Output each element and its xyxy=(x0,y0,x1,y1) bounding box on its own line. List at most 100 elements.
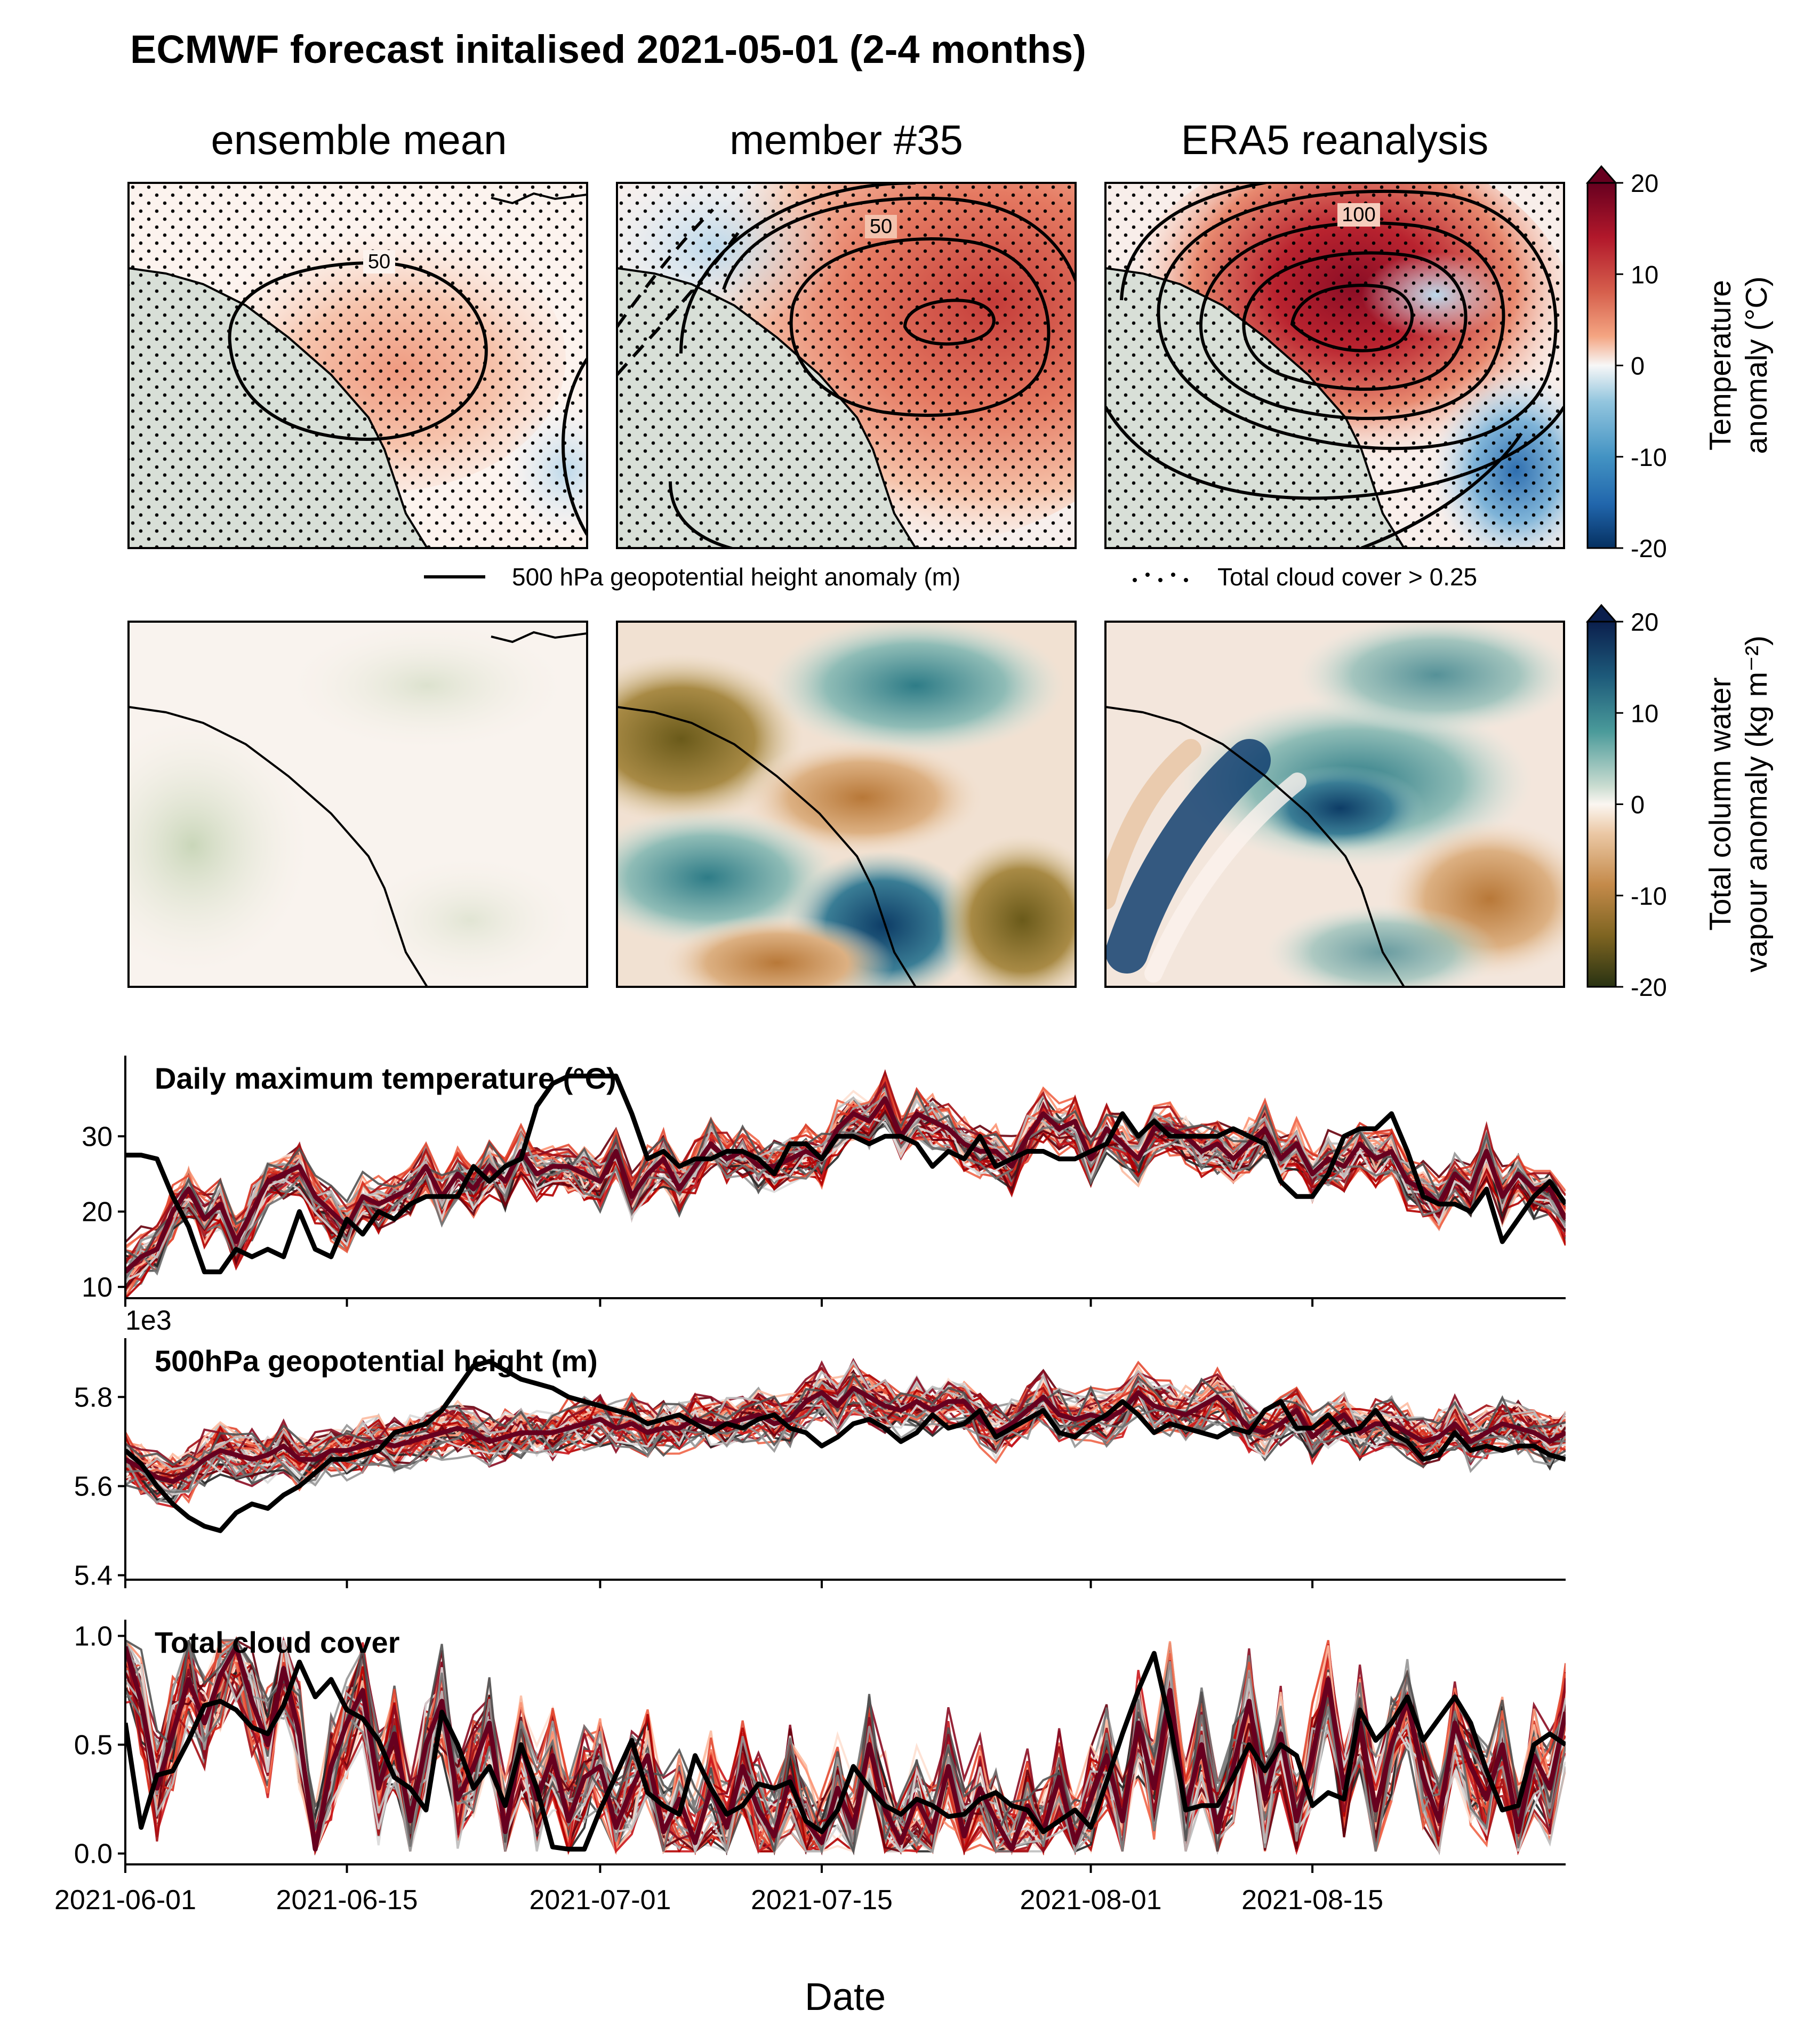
geopotential-contour xyxy=(722,196,1076,290)
colorbar-ticks: 20 10 0 -10 -20 xyxy=(1616,169,1667,562)
moisture-plume-edge xyxy=(1144,773,1306,983)
figure-title: ECMWF forecast initalised 2021-05-01 (2-… xyxy=(130,27,1086,71)
era5-reanalysis-line xyxy=(125,1651,1566,1852)
colorbar-extend-arrow xyxy=(1585,604,1618,623)
y-tick-label: 10 xyxy=(82,1272,113,1303)
colorbar-temperature-tick-label: 20 xyxy=(1631,169,1658,197)
x-tick-label: 2021-07-01 xyxy=(529,1885,671,1916)
colorbar-water-tick-label: 20 xyxy=(1631,608,1658,636)
geopotential-contour xyxy=(1120,183,1273,301)
panel-title: Total cloud cover xyxy=(155,1626,399,1659)
geopotential-contour xyxy=(562,358,587,536)
coastline xyxy=(129,706,428,987)
panel-title: 500hPa geopotential height (m) xyxy=(155,1344,598,1378)
coastline xyxy=(617,706,917,987)
y-tick-label: 5.6 xyxy=(74,1471,113,1502)
map-legend: 500 hPa geopotential height anomaly (m) … xyxy=(424,563,1477,591)
x-tick-label: 2021-06-15 xyxy=(276,1885,418,1916)
y-tick-label: 0.5 xyxy=(74,1730,113,1761)
colorbar-temperature-tick-label: 0 xyxy=(1631,352,1645,380)
ensemble-member-line xyxy=(125,1089,1566,1261)
geopotential-contour xyxy=(1105,406,1564,500)
colorbar-temperature-label-line-1: Temperature xyxy=(1703,280,1737,451)
colorbar-water-vapour: 20 10 0 -10 -20 Total column water vapour an… xyxy=(1585,604,1774,1001)
ensemble-member-line xyxy=(125,1638,1566,1856)
contour-label: 50 xyxy=(368,251,390,273)
era5-reanalysis-line xyxy=(125,1358,1566,1533)
geopotential-contour xyxy=(1199,221,1505,420)
legend-dots-swatch xyxy=(1133,573,1188,582)
ensemble-member-line xyxy=(125,1387,1566,1504)
moisture-plume xyxy=(1105,739,1271,974)
x-axis-label: Date xyxy=(805,1976,886,2018)
map-water-ensemble-mean xyxy=(127,621,588,988)
map-temp-era5: 100 xyxy=(1104,182,1565,549)
colorbar-temperature-tick-label: -10 xyxy=(1631,443,1667,471)
geopotential-contour-negative xyxy=(617,208,715,328)
ensemble-member-line xyxy=(125,1372,1566,1466)
colorbar-temperature: 20 10 0 -10 -20 Temperature anomaly (°C) xyxy=(1585,165,1774,562)
member-35-line xyxy=(125,1644,1566,1852)
colorbar-water-label-line-2: vapour anomaly (kg m⁻²) xyxy=(1739,636,1774,972)
geopotential-contour xyxy=(1157,189,1558,451)
x-tick-label: 2021-08-15 xyxy=(1241,1885,1383,1916)
y-tick-label: 1.0 xyxy=(74,1621,113,1652)
coastline-north xyxy=(491,631,587,644)
ensemble-member-line xyxy=(125,1388,1566,1493)
geopotential-contour xyxy=(1290,284,1414,352)
column-title-ensemble-mean: ensemble mean xyxy=(211,116,507,163)
ensemble-member-line xyxy=(125,1084,1566,1284)
x-tick-label: 2021-07-15 xyxy=(751,1885,893,1916)
geopotential-contour xyxy=(1242,251,1468,391)
colorbar-temperature-label-line-2: anomaly (°C) xyxy=(1739,276,1774,454)
colorbar-water-tick-label: -20 xyxy=(1631,973,1667,1001)
colorbar-water-bar xyxy=(1586,621,1617,988)
legend-cloud-label: Total cloud cover > 0.25 xyxy=(1217,563,1477,591)
colorbar-temperature-tick-label: -20 xyxy=(1631,534,1667,562)
axis-offset-text: 1e3 xyxy=(125,1305,172,1336)
timeseries-daily-max-temperature: 10 20 30 Daily maximum temperature (°C) xyxy=(82,1056,1566,1307)
x-tick-label: 2021-08-01 xyxy=(1020,1885,1162,1916)
colorbar-water-tick-label: -10 xyxy=(1631,882,1667,910)
y-tick-label: 5.4 xyxy=(74,1561,113,1591)
colorbar-water-label-line-1: Total column water xyxy=(1703,677,1737,930)
map-water-member-35 xyxy=(616,621,1077,988)
geopotential-contour-negative xyxy=(617,230,741,376)
colorbar-temperature-bar xyxy=(1586,182,1617,549)
map-temp-member-35: 50 xyxy=(616,182,1077,549)
geopotential-contour xyxy=(903,299,996,346)
timeseries-500hpa-geopotential: 5.4 5.6 5.8 500hPa geopotential height (m) 1… xyxy=(74,1305,1566,1591)
contour-label: 50 xyxy=(870,215,892,238)
geopotential-contour xyxy=(789,237,1051,417)
moisture-plume-edge xyxy=(1105,739,1201,910)
legend-geopotential-label: 500 hPa geopotential height anomaly (m) xyxy=(512,563,960,591)
panel-title: Daily maximum temperature (°C) xyxy=(155,1061,616,1095)
ensemble-member-line xyxy=(125,1360,1566,1473)
geopotential-contour xyxy=(228,261,488,441)
plot-area xyxy=(125,1636,1566,1856)
colorbar-temperature-tick-label: 10 xyxy=(1631,260,1658,288)
member-35-line xyxy=(125,1096,1566,1274)
colorbar-water-tick-label: 10 xyxy=(1631,699,1658,727)
y-tick-label: 0.0 xyxy=(74,1839,113,1870)
y-tick-label: 5.8 xyxy=(74,1382,113,1413)
colorbar-water-tick-label: 0 xyxy=(1631,791,1645,819)
member-35-line xyxy=(125,1386,1566,1484)
era5-reanalysis-line xyxy=(125,1073,1566,1275)
geopotential-contour xyxy=(679,183,916,354)
column-title-member-35: member #35 xyxy=(729,116,963,163)
colorbar-ticks: 20 10 0 -10 -20 xyxy=(1616,608,1667,1001)
plot-area xyxy=(125,1069,1566,1298)
colorbar-extend-arrow xyxy=(1585,165,1618,184)
y-tick-label: 20 xyxy=(82,1197,113,1228)
contour-label: 100 xyxy=(1342,204,1375,226)
y-tick-label: 30 xyxy=(82,1121,113,1152)
map-temp-ensemble-mean: 50 xyxy=(127,182,588,549)
column-title-era5: ERA5 reanalysis xyxy=(1181,116,1489,163)
timeseries-total-cloud-cover: 0.0 0.5 1.0 2021-06-01 2021-06-15 2021-07-01 2… xyxy=(54,1620,1566,1916)
plot-area xyxy=(125,1357,1566,1533)
geopotential-contour xyxy=(129,284,130,460)
geopotential-contour xyxy=(1360,432,1523,548)
ensemble-member-line xyxy=(125,1374,1566,1475)
